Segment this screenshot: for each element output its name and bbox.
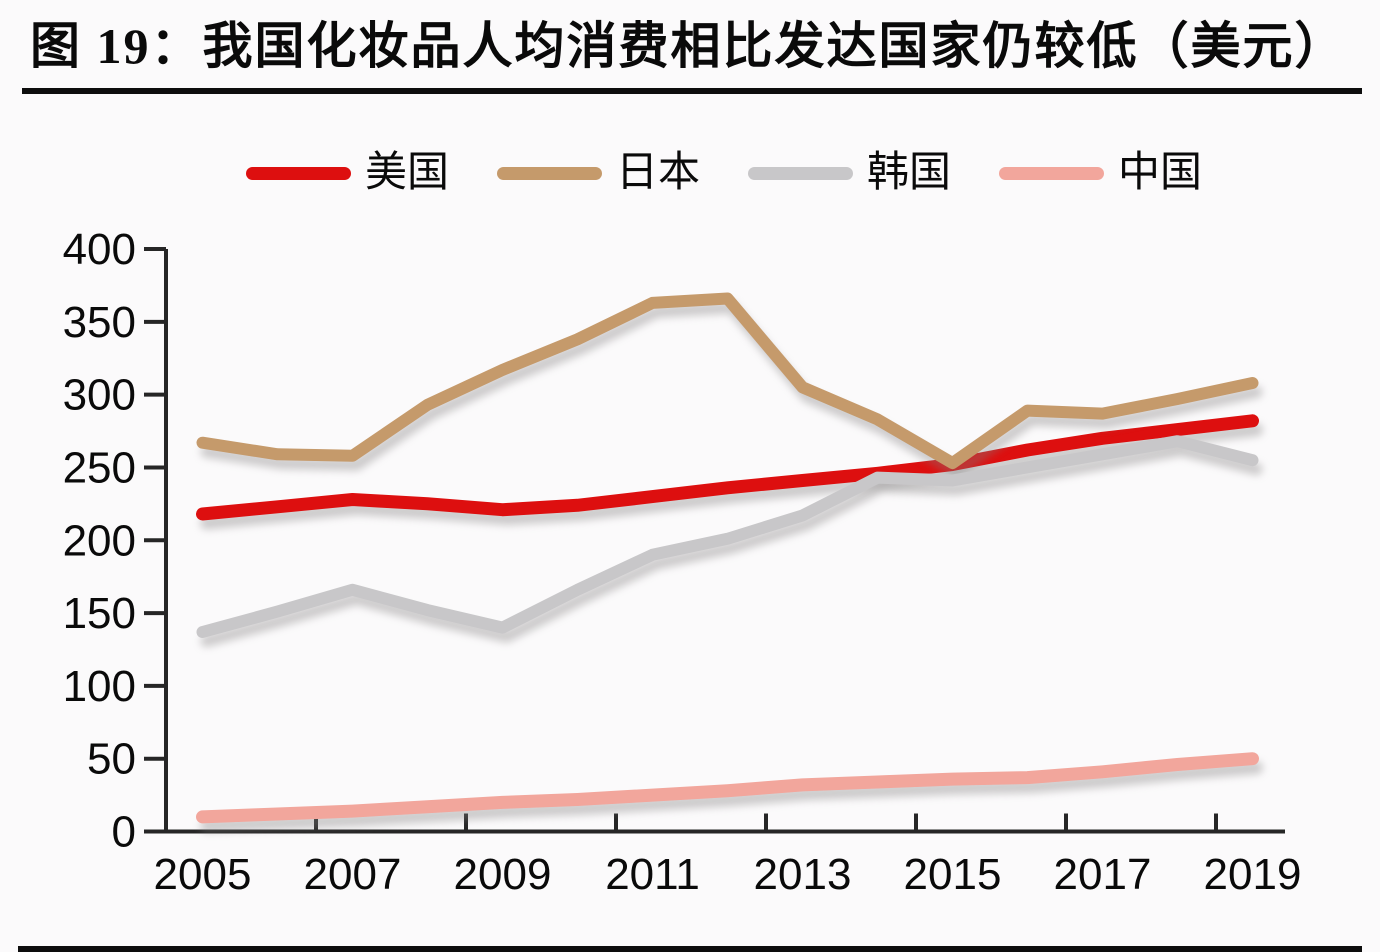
y-axis-tick-label: 0 — [112, 808, 136, 857]
y-axis-tick-label: 200 — [63, 516, 136, 565]
series-line-korea — [196, 435, 1259, 638]
y-axis-tick-label: 50 — [87, 735, 136, 784]
series-line-china — [196, 752, 1259, 824]
legend-swatch-china — [999, 166, 1105, 180]
y-axis-tick-label: 300 — [63, 371, 136, 420]
figure-title: 图 19：我国化妆品人均消费相比发达国家仍较低（美元） — [30, 18, 1347, 74]
legend-swatch-japan — [497, 166, 603, 180]
legend-item-korea: 韩国 — [748, 152, 951, 194]
legend-swatch-usa — [246, 166, 351, 180]
y-axis-tick-label: 250 — [63, 443, 136, 492]
x-axis-tick-label: 2017 — [1054, 850, 1152, 899]
y-axis-tick-label: 150 — [63, 589, 136, 638]
x-axis-tick-label: 2005 — [154, 850, 252, 899]
x-axis-tick-label: 2009 — [454, 850, 552, 899]
y-axis-tick-label: 400 — [63, 225, 136, 274]
x-axis-tick-label: 2007 — [304, 850, 402, 899]
x-axis-tick-label: 2019 — [1204, 850, 1302, 899]
legend-label-japan: 日本 — [616, 150, 701, 196]
legend-item-usa: 美国 — [246, 152, 449, 194]
legend-label-korea: 韩国 — [867, 150, 952, 196]
x-axis-tick-label: 2015 — [904, 850, 1002, 899]
legend-swatch-korea — [748, 166, 854, 180]
bottom-divider — [18, 946, 1362, 952]
legend-item-japan: 日本 — [497, 152, 700, 194]
legend-label-china: 中国 — [1118, 150, 1203, 196]
title-divider — [22, 88, 1362, 94]
x-axis-tick-label: 2013 — [754, 850, 852, 899]
legend-label-usa: 美国 — [365, 150, 450, 196]
axes — [164, 249, 1285, 834]
y-axis-tick-label: 100 — [63, 662, 136, 711]
y-axis-tick-label: 350 — [63, 298, 136, 347]
series-line-usa — [196, 414, 1259, 521]
series-line-japan — [196, 292, 1259, 470]
chart-legend: 美国 日本 韩国 中国 — [246, 150, 1202, 196]
legend-item-china: 中国 — [999, 152, 1202, 194]
x-axis-tick-label: 2011 — [605, 850, 700, 899]
